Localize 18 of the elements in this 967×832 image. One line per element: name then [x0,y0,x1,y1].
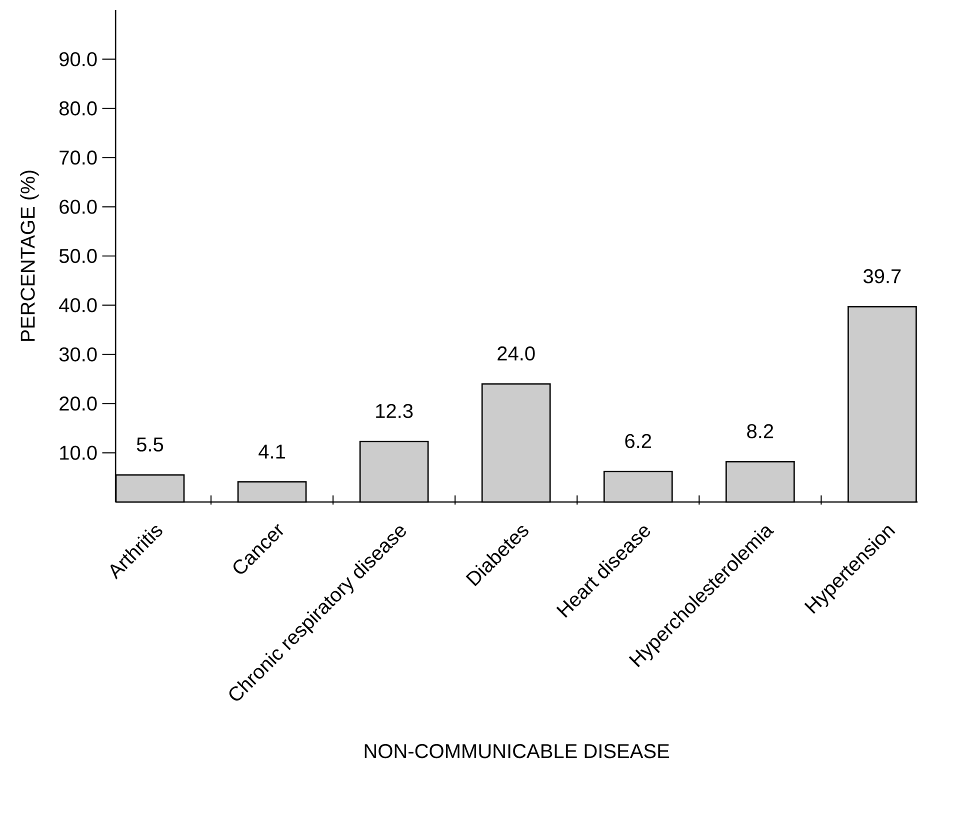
data-label: 6.2 [625,434,652,448]
data-label: 8.2 [747,424,774,438]
data-label: 24.0 [498,346,535,361]
y-tick-label: 60.0 [60,200,97,214]
y-tick-label: 40.0 [59,298,97,312]
y-axis-title: PERCENTAGE (%) [20,170,39,341]
data-label: 4.1 [258,444,285,458]
y-tick-label: 10.0 [60,446,97,460]
y-tick-label: 70.0 [60,150,97,165]
data-label: 39.7 [864,269,901,284]
y-tick-label: 80.0 [59,101,97,116]
y-tick-label: 30.0 [59,347,97,362]
y-tick-label: 50.0 [59,248,97,264]
data-label: 5.5 [136,438,164,452]
x-axis-title: NON-COMMUNICABLE DISEASE [364,744,670,758]
y-tick-label: 90.0 [60,52,97,66]
y-tick-label: 20.0 [60,396,97,411]
data-label: 12.3 [376,404,413,418]
